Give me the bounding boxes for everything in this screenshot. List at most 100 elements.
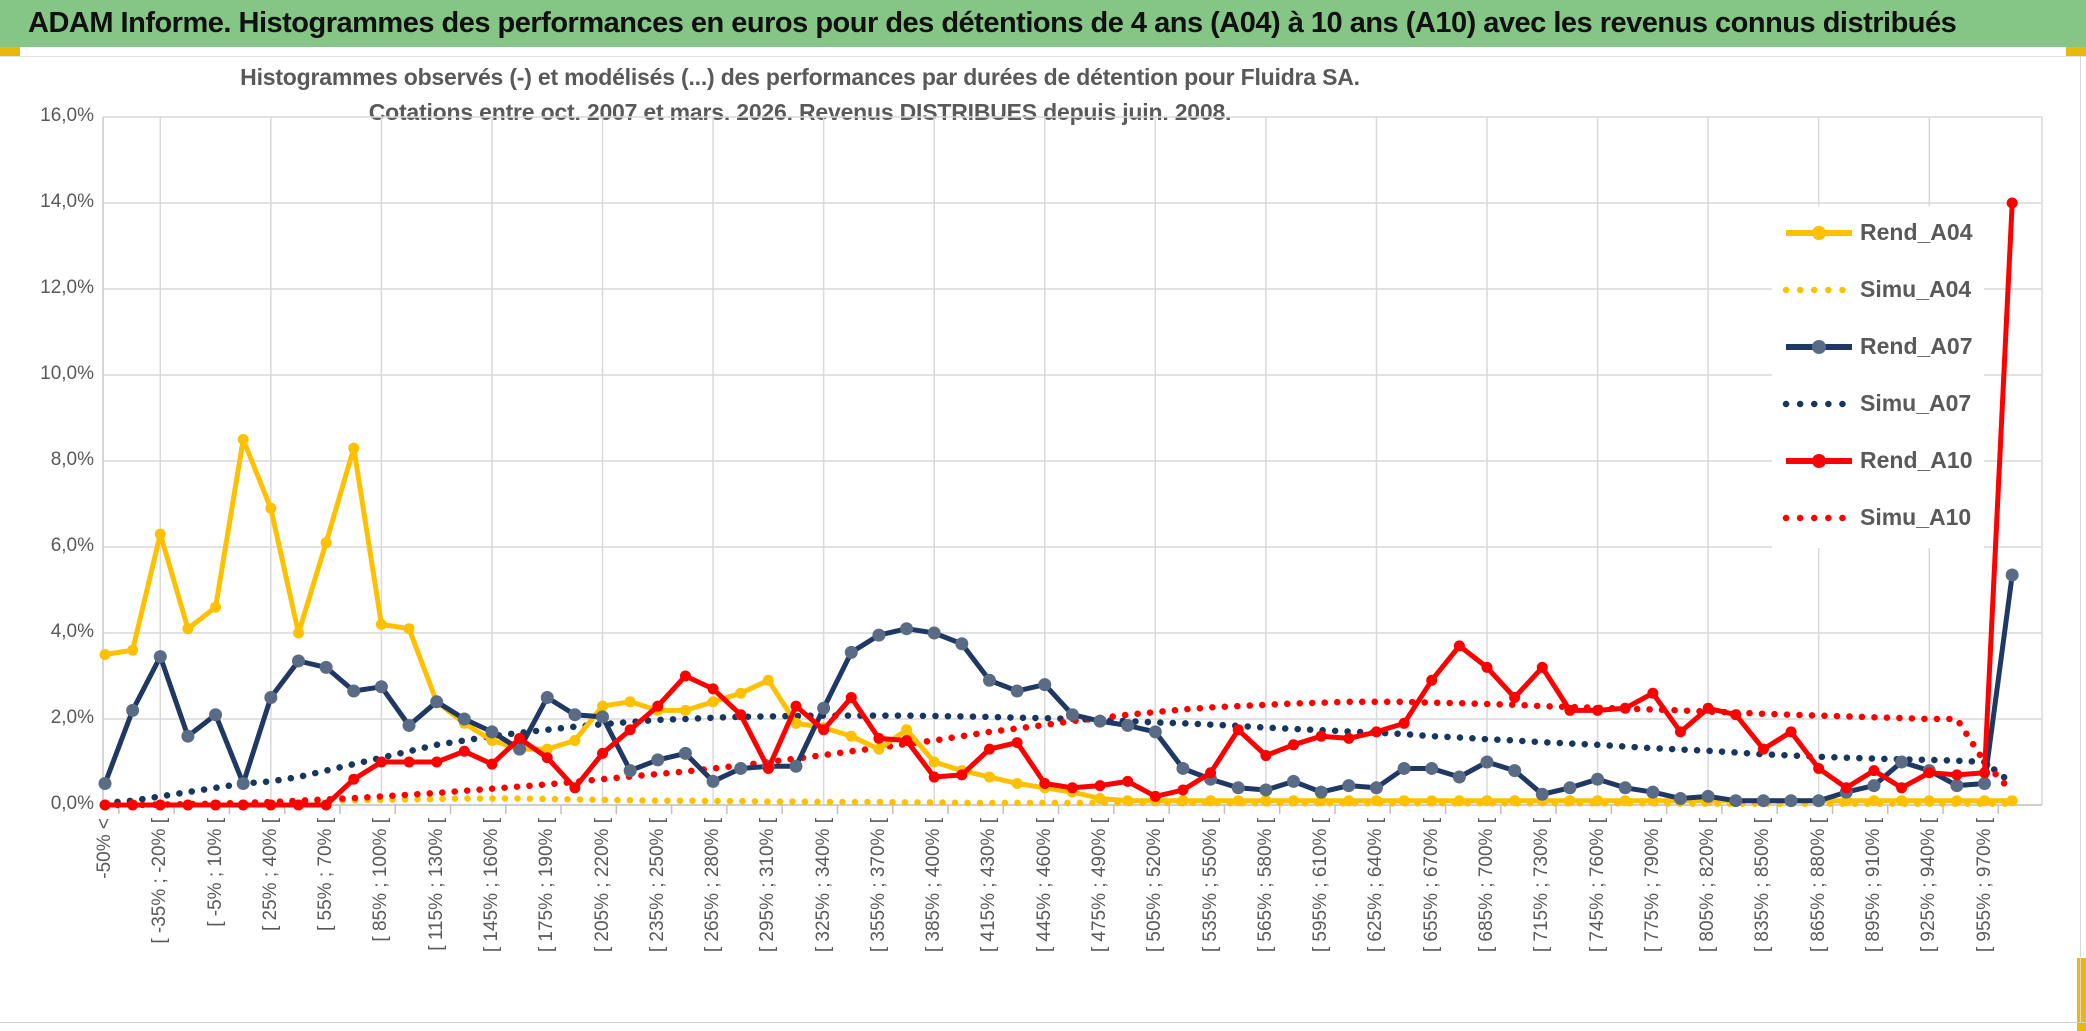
series-marker-Rend_A07	[264, 691, 278, 704]
series-marker-Rend_A10	[1094, 780, 1106, 792]
series-marker-Rend_A10	[1923, 767, 1935, 779]
legend-label-rend-a04: Rend_A04	[1860, 219, 1973, 245]
x-tick-label: [ 535% ; 550% [	[1199, 818, 1221, 953]
series-marker-Rend_A07	[1729, 794, 1743, 808]
chart-title-line1: Histogrammes observés (-) et modélisés (…	[240, 64, 1360, 90]
series-marker-Rend_A07	[540, 691, 554, 704]
series-marker-Rend_A04	[320, 537, 332, 549]
report-title: ADAM Informe. Histogrammes des performan…	[28, 7, 1957, 39]
series-marker-Rend_A10	[320, 799, 332, 811]
series-marker-Rend_A10	[1398, 717, 1410, 729]
series-marker-Rend_A10	[1315, 730, 1327, 742]
series-marker-Rend_A07	[126, 703, 140, 717]
series-marker-Rend_A04	[1923, 795, 1935, 807]
series-marker-Rend_A07	[1784, 794, 1798, 808]
series-marker-Rend_A10	[707, 683, 719, 695]
series-marker-Rend_A10	[1757, 743, 1769, 755]
series-marker-Rend_A10	[1730, 709, 1742, 721]
series-marker-Rend_A07	[1121, 718, 1135, 732]
series-marker-Rend_A07	[1673, 792, 1687, 806]
series-marker-Rend_A04	[541, 743, 553, 755]
x-tick-label: [ -5% ; 10% [	[204, 818, 226, 927]
series-line-Simu_A07	[101, 712, 2016, 807]
x-tick-label: [ 715% ; 730% [	[1531, 818, 1553, 953]
series-marker-Rend_A07	[1342, 779, 1356, 793]
series-marker-Rend_A07	[1508, 764, 1522, 778]
series-marker-Rend_A04	[1619, 795, 1631, 807]
series-line-Simu_A04	[101, 795, 2016, 809]
series-marker-Rend_A07	[1812, 794, 1826, 808]
series-marker-Rend_A07	[817, 701, 831, 715]
series-marker-Rend_A10	[1343, 732, 1355, 744]
legend-background	[1772, 206, 1984, 548]
series-marker-Rend_A07	[347, 684, 361, 698]
series-marker-Rend_A10	[624, 724, 636, 736]
series-marker-Rend_A04	[1453, 795, 1465, 807]
series-marker-Rend_A10	[99, 799, 111, 811]
series-marker-Rend_A04	[1177, 795, 1189, 807]
frame-right-border	[2080, 56, 2081, 1022]
series-marker-Rend_A04	[901, 724, 913, 736]
series-marker-Rend_A07	[1425, 761, 1439, 775]
series-marker-Rend_A04	[1288, 795, 1300, 807]
series-marker-Rend_A04	[762, 674, 774, 686]
x-tick-label: [ 265% ; 280% [	[702, 818, 724, 953]
series-marker-Rend_A10	[1509, 692, 1521, 703]
series-marker-Rend_A07	[374, 680, 388, 694]
series-marker-Rend_A10	[901, 735, 913, 746]
series-marker-Rend_A07	[1397, 761, 1411, 775]
legend-label-simu-a07: Simu_A07	[1860, 390, 1972, 416]
series-marker-Rend_A07	[236, 777, 250, 790]
series-marker-Rend_A10	[2006, 197, 2018, 209]
series-marker-Rend_A04	[154, 528, 166, 540]
series-marker-Rend_A07	[927, 626, 941, 640]
series-marker-Rend_A04	[292, 627, 304, 639]
series-marker-Rend_A10	[154, 799, 166, 811]
series-marker-Rend_A04	[928, 756, 940, 768]
series-marker-Rend_A10	[652, 700, 664, 712]
series-marker-Rend_A07	[1231, 781, 1245, 795]
x-tick-label: [ 745% ; 760% [	[1586, 818, 1608, 953]
series-marker-Rend_A10	[210, 799, 222, 811]
series-marker-Rend_A04	[1426, 795, 1438, 807]
series-marker-Rend_A10	[1868, 765, 1880, 777]
series-marker-Rend_A04	[1592, 795, 1604, 807]
series-marker-Rend_A04	[873, 743, 885, 755]
series-marker-Rend_A07	[596, 710, 610, 724]
series-marker-Rend_A10	[1951, 769, 1963, 781]
series-marker-Rend_A10	[1619, 702, 1631, 714]
x-tick-label: [ 565% ; 580% [	[1254, 818, 1276, 953]
x-tick-label: -50% <	[94, 818, 115, 879]
series-marker-Rend_A07	[1618, 781, 1632, 795]
series-marker-Rend_A07	[1148, 725, 1162, 739]
series-marker-Rend_A04	[735, 687, 747, 699]
series-marker-Rend_A10	[1149, 790, 1161, 802]
series-marker-Rend_A10	[735, 709, 747, 721]
series-marker-Rend_A07	[982, 673, 996, 687]
x-tick-label: [ 235% ; 250% [	[646, 818, 668, 953]
x-tick-label: [ 865% ; 880% [	[1807, 818, 1829, 953]
series-marker-Rend_A04	[1094, 793, 1106, 805]
x-tick-label: [ 145% ; 160% [	[480, 818, 502, 953]
series-marker-Rend_A07	[872, 628, 886, 642]
series-marker-Rend_A04	[403, 623, 415, 635]
series-marker-Rend_A04	[127, 644, 139, 656]
series-marker-Rend_A04	[845, 730, 857, 742]
x-tick-label: [ 505% ; 520% [	[1144, 818, 1166, 953]
series-marker-Rend_A04	[569, 735, 581, 746]
series-marker-Rend_A10	[818, 724, 830, 736]
series-marker-Rend_A04	[1481, 795, 1493, 807]
series-marker-Rend_A10	[1288, 739, 1300, 751]
series-marker-Rend_A10	[1039, 778, 1051, 789]
series-marker-Rend_A10	[1979, 767, 1991, 779]
series-marker-Rend_A04	[265, 502, 277, 514]
series-marker-Rend_A10	[1896, 782, 1908, 794]
x-tick-label: [ 385% ; 400% [	[923, 818, 945, 953]
series-marker-Rend_A10	[486, 758, 498, 770]
accent-bottom-right	[2077, 958, 2086, 1031]
x-tick-label: [ 685% ; 700% [	[1476, 818, 1497, 953]
series-marker-Rend_A07	[1314, 785, 1328, 799]
series-marker-Rend_A04	[983, 771, 995, 783]
series-marker-Rend_A04	[210, 601, 222, 613]
series-marker-Rend_A10	[790, 700, 802, 712]
